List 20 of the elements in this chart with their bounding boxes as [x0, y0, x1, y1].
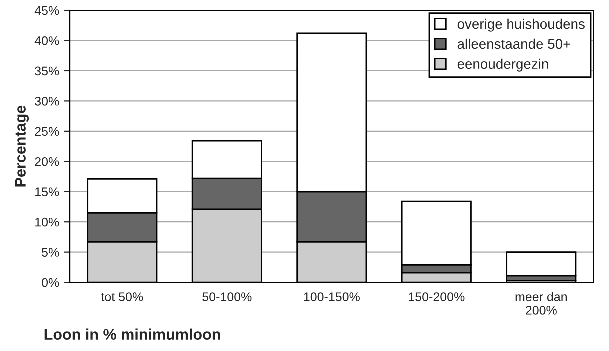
x-tick-label: 50-100%	[202, 292, 252, 302]
y-tick-label: 30%	[35, 97, 60, 106]
y-tick-label: 25%	[35, 127, 60, 136]
y-tick-label: 40%	[34, 36, 60, 46]
x-tick-label: meer dan 200%	[516, 292, 567, 315]
legend-label: eenoudergezin	[458, 58, 548, 72]
y-tick-label: 10%	[36, 218, 60, 227]
y-tick-label: 20%	[35, 157, 60, 166]
x-tick-label: 100-150%	[304, 292, 360, 302]
x-tick-label: tot 50%	[101, 292, 144, 302]
y-tick-label: 35%	[35, 66, 60, 76]
legend-label: alleenstaande 50+	[458, 38, 570, 50]
y-axis-title: Percentage	[15, 106, 30, 187]
legend-label: overige huishoudens	[458, 18, 585, 32]
x-tick-label: 150-200%	[409, 292, 465, 302]
y-tick-label: 15%	[36, 188, 60, 197]
y-tick-label: 0%	[42, 278, 60, 288]
y-tick-label: 45%	[34, 6, 60, 16]
y-tick-label: 5%	[42, 248, 60, 257]
x-axis-title: Loon in % minimumloon	[44, 328, 220, 340]
